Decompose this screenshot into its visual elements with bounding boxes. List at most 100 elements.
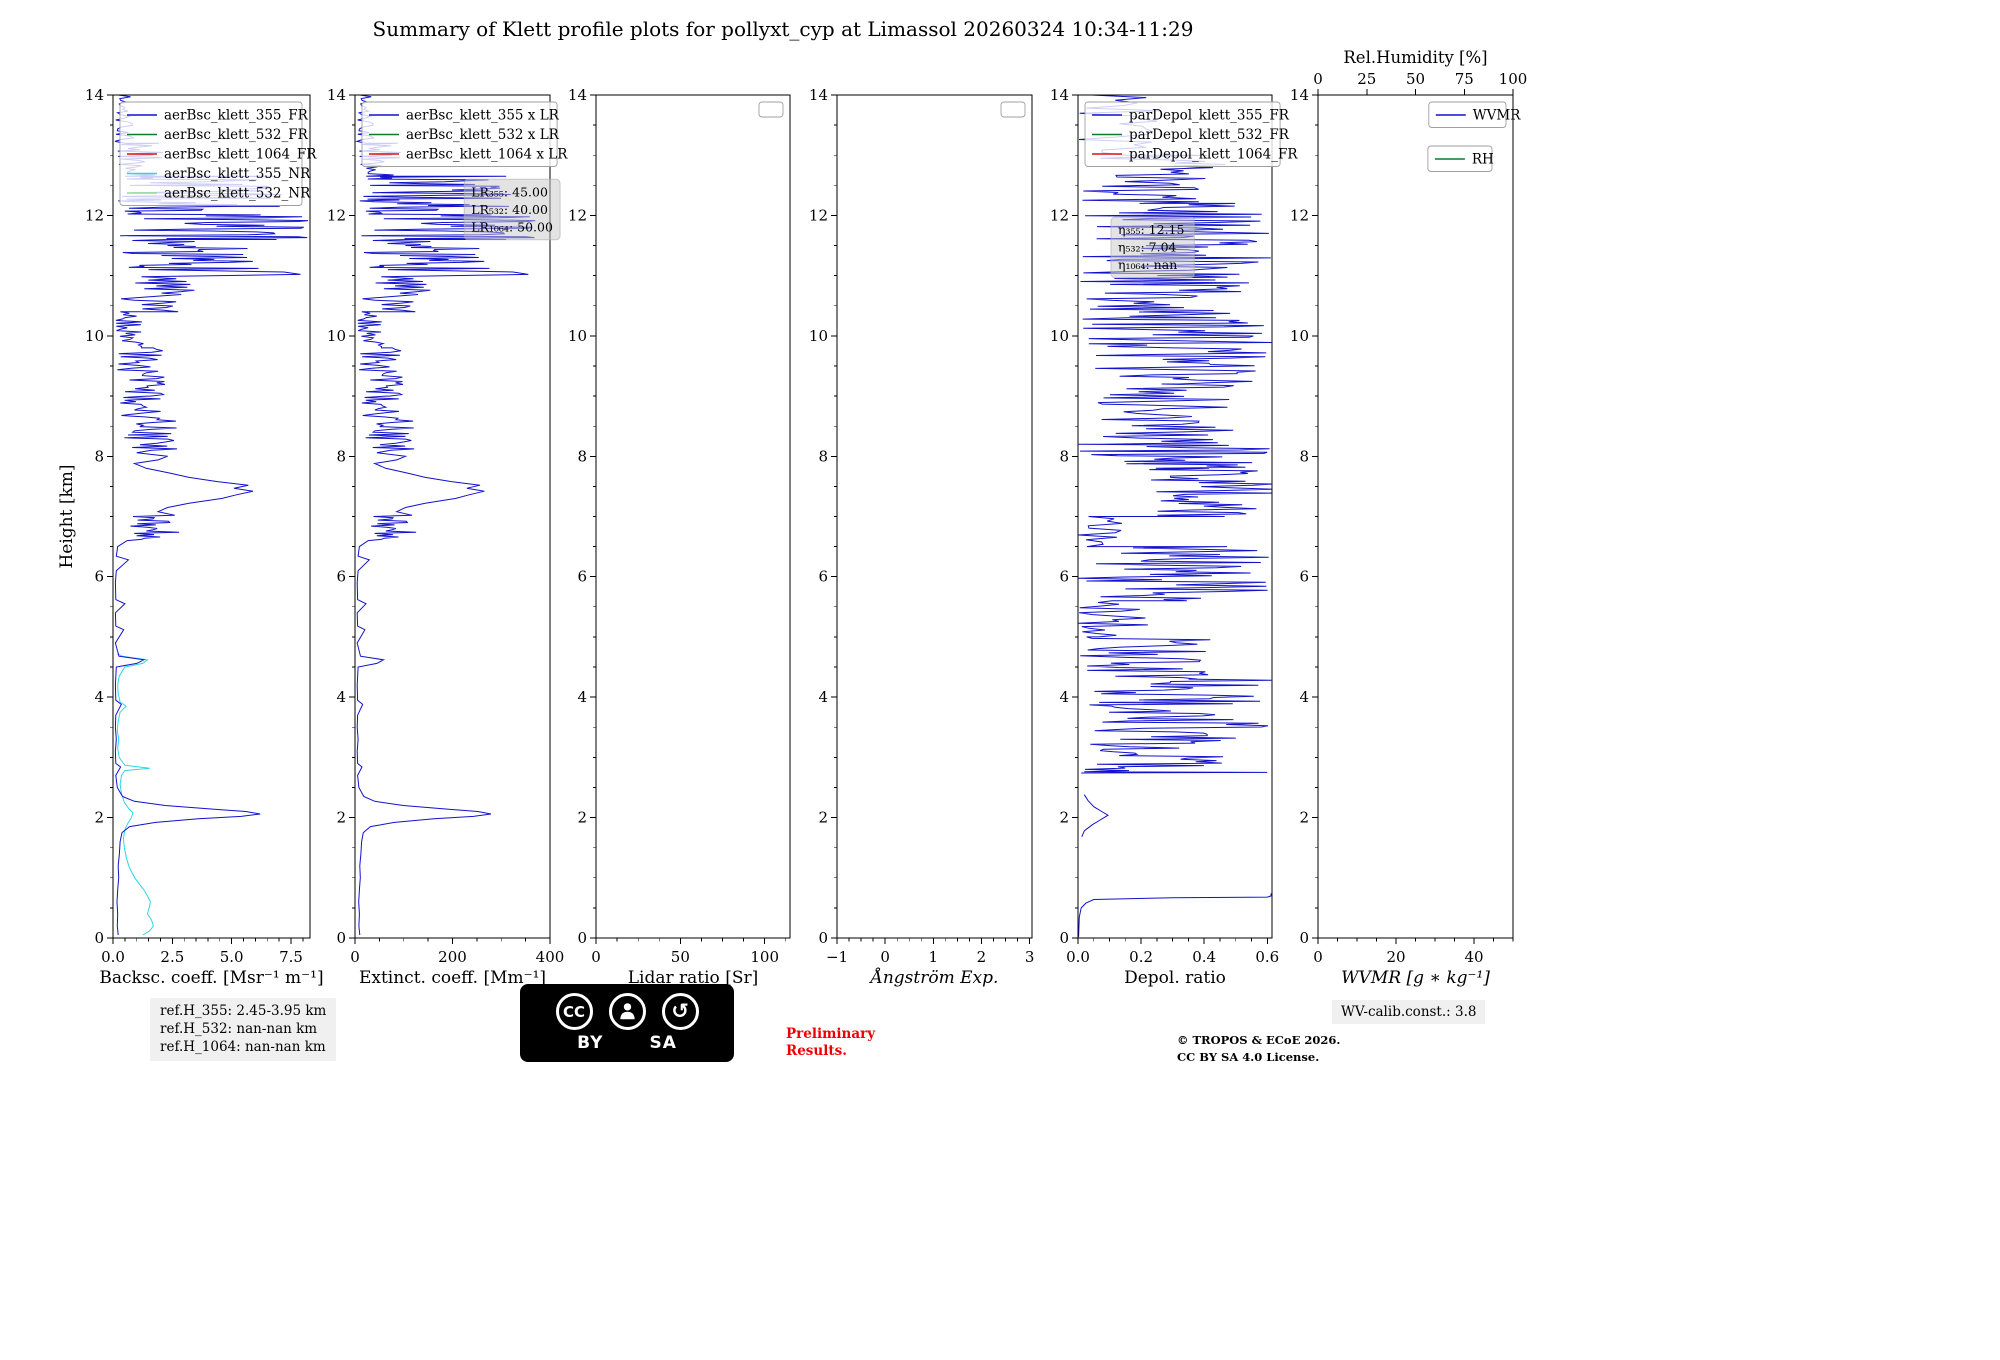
svg-text:−1: −1 [826,948,848,966]
legend-label: WVMR [1473,108,1521,124]
svg-text:10: 10 [568,327,587,345]
x-ticks: 0.0 2.5 5.0 7.5 [101,938,304,966]
svg-text:12: 12 [809,206,828,224]
top-axis-label: Rel.Humidity [%] [1343,48,1487,67]
series-bsc355 [355,95,536,936]
x-ticks: 0.0 0.2 0.4 0.6 [1066,938,1279,966]
svg-text:25: 25 [1357,70,1376,88]
legend: WVMR [1428,101,1521,128]
axes-frame [1317,94,1514,939]
share-alike-arrow: ↺ [671,999,689,1023]
panel-depol: 0 2 4 6 8 10 12 14 0.0 0.2 0.4 0.6 Depol. ratio parDe… [1050,86,1298,988]
x-axis-label: WVMR [g ∗ kg⁻¹] [1341,968,1490,988]
series-bsc355 [114,95,309,936]
svg-text:6: 6 [336,568,346,586]
series-depol355 [1078,893,1272,937]
legend: parDepol_klett_355_FR parDepol_klett_532_… [1084,101,1298,167]
x-axis-label: Ångström Exp. [869,967,999,988]
svg-text:6: 6 [94,568,104,586]
svg-text:6: 6 [1299,568,1309,586]
ref-h-532: ref.H_532: nan-nan km [160,1020,318,1037]
svg-text:0: 0 [818,929,828,947]
x-axis-label: Extinct. coeff. [Mm⁻¹] [359,968,546,988]
legend-label: aerBsc_klett_532 x LR [406,127,560,143]
legend-label: aerBsc_klett_532_NR [164,186,311,202]
annotation-line: η₃₅₅: 12.15 [1118,222,1185,237]
x-axis-label: Lidar ratio [Sr] [628,968,758,988]
svg-text:200: 200 [438,948,467,966]
svg-text:6: 6 [577,568,587,586]
person-glyph [619,1003,635,1020]
legend-label: aerBsc_klett_532_FR [164,127,309,143]
y-axis-label: Height [km] [57,464,77,568]
axes-frame [595,94,791,939]
copyright-note: © TROPOS & ECoE 2026. CC BY SA 4.0 Licen… [1177,1033,1341,1064]
svg-text:8: 8 [1299,447,1309,465]
panel-lidar-ratio: 0 2 4 6 8 10 12 14 0 50 100 Lidar ratio [Sr] [568,86,791,988]
panel-extinction: 0 2 4 6 8 10 12 14 0 200 400 Extinct. coeff. [Mm⁻¹]… [327,86,568,988]
svg-text:75: 75 [1455,70,1474,88]
axes-frame [836,94,1033,939]
svg-text:0: 0 [591,948,601,966]
y-ticks: 0 2 4 6 8 10 12 14 [1290,86,1318,947]
svg-text:12: 12 [327,206,346,224]
cc-icon-label: CC [562,1002,586,1021]
annotation-line: η₅₃₂: 7.04 [1118,240,1177,255]
svg-text:100: 100 [1499,70,1528,88]
person-icon [608,993,646,1030]
svg-text:1: 1 [929,948,939,966]
x-ticks: 0 20 40 [1313,938,1514,966]
svg-text:8: 8 [577,447,587,465]
annotation-box [463,178,561,241]
svg-text:14: 14 [1050,86,1069,104]
cc-by-sa-badge: CC ↺ BY SA [520,984,734,1062]
svg-text:50: 50 [671,948,690,966]
badge-by-label: BY [577,1033,604,1053]
legend-label: aerBsc_klett_355 x LR [406,108,560,124]
svg-text:10: 10 [85,327,104,345]
legend-box [1084,101,1281,167]
svg-text:7.5: 7.5 [279,948,303,966]
svg-text:4: 4 [818,688,828,706]
svg-text:6: 6 [1059,568,1069,586]
svg-text:10: 10 [809,327,828,345]
svg-text:14: 14 [327,86,346,104]
svg-text:0: 0 [1313,70,1323,88]
svg-text:2: 2 [1059,809,1069,827]
svg-text:40: 40 [1464,948,1483,966]
svg-text:12: 12 [85,206,104,224]
svg-text:0: 0 [1059,929,1069,947]
svg-text:12: 12 [1050,206,1069,224]
svg-text:12: 12 [568,206,587,224]
svg-text:14: 14 [568,86,587,104]
legend-box [361,101,558,167]
svg-text:14: 14 [85,86,104,104]
x-ticks: 0 200 400 [350,938,564,966]
annotation-line: LR₅₃₂: 40.00 [471,202,548,217]
svg-text:10: 10 [1290,327,1309,345]
svg-text:0: 0 [336,929,346,947]
svg-text:10: 10 [327,327,346,345]
y-ticks: 0 2 4 6 8 10 12 14 [568,86,596,947]
svg-text:4: 4 [336,688,346,706]
svg-text:2: 2 [94,809,104,827]
svg-text:50: 50 [1406,70,1425,88]
legend-label: aerBsc_klett_1064 x LR [406,147,568,163]
svg-text:8: 8 [336,447,346,465]
svg-text:4: 4 [94,688,104,706]
svg-text:100: 100 [750,948,779,966]
legend-label: RH [1472,152,1494,168]
legend [1000,101,1026,118]
svg-text:4: 4 [1059,688,1069,706]
svg-text:2: 2 [977,948,987,966]
x-ticks: −1 0 1 2 3 [826,938,1034,966]
svg-text:2.5: 2.5 [160,948,184,966]
svg-text:5.0: 5.0 [220,948,244,966]
svg-text:0: 0 [577,929,587,947]
annotation-box [1110,216,1195,279]
y-ticks: 0 2 4 6 8 10 12 14 [809,86,837,947]
svg-text:0.6: 0.6 [1255,948,1279,966]
y-ticks: 0 2 4 6 8 10 12 14 [327,86,355,947]
